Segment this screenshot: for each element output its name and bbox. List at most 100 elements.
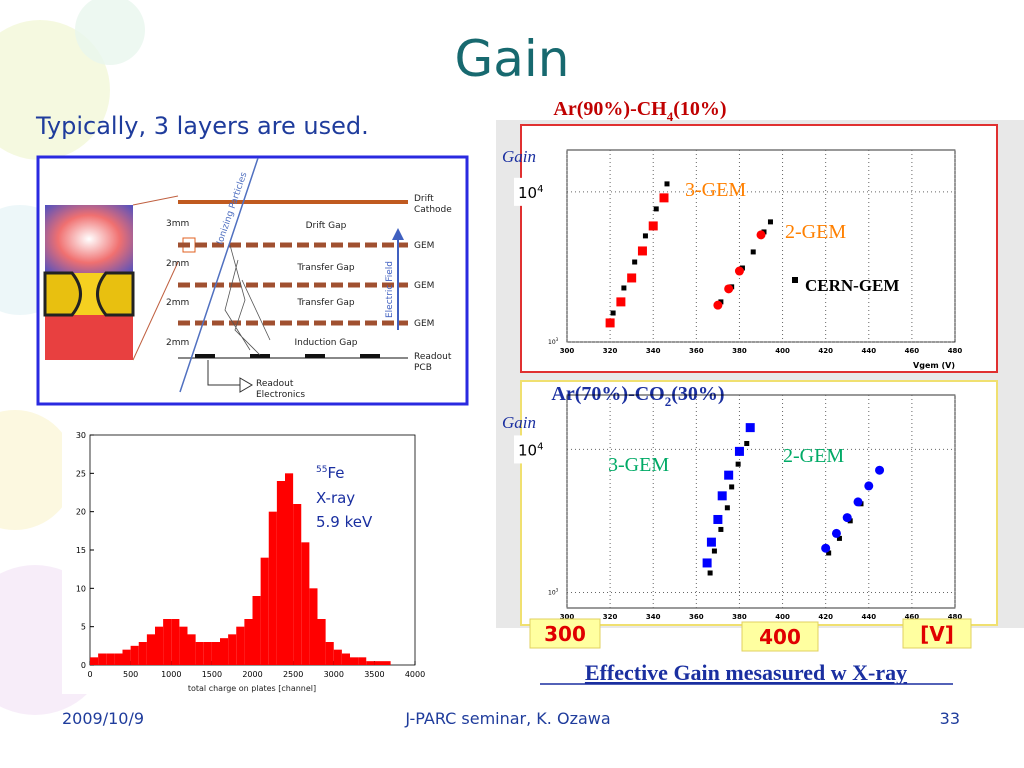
histogram-bar <box>138 642 147 665</box>
callout: 400 <box>759 625 801 649</box>
tick-exp: 4 <box>537 441 543 452</box>
dim-label: 2mm <box>166 298 189 308</box>
x-tick-label: 1000 <box>161 670 181 679</box>
series-label: 2-GEM <box>785 221 846 243</box>
annotation-sup: 55 <box>316 465 327 475</box>
histogram-bar <box>163 619 172 665</box>
data-point <box>706 537 716 547</box>
gap-label: Transfer Gap <box>296 298 355 308</box>
x-tick-label: 320 <box>603 613 618 621</box>
x-tick-label: 500 <box>123 670 138 679</box>
x-tick-label: 3500 <box>364 670 384 679</box>
callouts: 300 400 [V] <box>529 618 972 652</box>
data-point <box>724 505 730 511</box>
histogram-bar <box>366 661 375 665</box>
histogram-bar <box>260 557 269 665</box>
x-tick-label: 300 <box>560 347 575 355</box>
data-point <box>711 548 717 554</box>
histogram-bar <box>211 642 220 665</box>
title-part: (30%) <box>671 383 724 405</box>
footer-page: 33 <box>940 709 960 728</box>
data-point <box>707 570 713 576</box>
annotation-text: Fe <box>327 464 344 482</box>
field-label: Electric Field <box>385 261 395 318</box>
histogram-bar <box>220 638 229 665</box>
data-point <box>826 550 832 556</box>
x-tick-label: 2500 <box>283 670 303 679</box>
histogram-bar <box>301 542 310 665</box>
x-tick-label: 460 <box>905 613 920 621</box>
y-axis-label: Gain <box>502 413 536 432</box>
data-point <box>735 461 741 467</box>
annotation-line: 5.9 keV <box>316 513 373 531</box>
x-tick-label: 480 <box>948 347 963 355</box>
layer-label: Drift <box>414 194 434 204</box>
data-point <box>750 249 756 255</box>
y-tick-label: 103 <box>548 337 559 346</box>
x-tick-label: 380 <box>732 347 747 355</box>
data-point <box>724 284 734 294</box>
histogram-bar <box>187 634 196 665</box>
x-tick-label: 420 <box>818 613 833 621</box>
gap-label: Drift Gap <box>306 221 347 231</box>
annotation-line: X-ray <box>316 489 355 507</box>
callout: [V] <box>920 622 954 646</box>
data-point <box>637 246 647 256</box>
series-label: 2-GEM <box>783 445 844 467</box>
tick-exp: 3 <box>556 337 559 342</box>
data-point <box>744 440 750 446</box>
x-tick-label: 440 <box>861 347 876 355</box>
legend-marker <box>792 277 798 283</box>
histogram-bar <box>155 626 164 665</box>
x-tick-label: 2000 <box>242 670 262 679</box>
tick-base: 10 <box>548 590 556 597</box>
x-tick-label: 400 <box>775 347 790 355</box>
histogram-bar <box>333 649 342 665</box>
histogram-bar <box>358 657 367 665</box>
x-tick-label: 440 <box>861 613 876 621</box>
data-point <box>702 558 712 568</box>
tick-label-box <box>514 435 556 464</box>
y-tick-label: 104 <box>518 184 543 202</box>
data-point <box>659 193 669 203</box>
tick-exp: 4 <box>537 184 543 195</box>
data-point <box>734 446 744 456</box>
data-point <box>605 318 615 328</box>
plot-title: Ar(70%)-CO2(30%) <box>551 383 724 409</box>
x-tick-label: 360 <box>689 347 704 355</box>
title-part: Ar(70%)-CO <box>551 383 664 405</box>
x-tick-label: 480 <box>948 613 963 621</box>
x-tick-label: 300 <box>560 613 575 621</box>
histogram-bar <box>179 626 188 665</box>
title-part: Ar(90%)-CH <box>553 98 667 120</box>
data-point <box>767 219 773 225</box>
data-point <box>664 181 670 187</box>
data-point <box>729 484 735 490</box>
title-part: (10%) <box>673 98 726 120</box>
x-tick-label: 400 <box>775 613 790 621</box>
data-point <box>821 543 831 553</box>
histogram-bar <box>114 653 123 665</box>
data-point <box>621 285 627 291</box>
layer-label: GEM <box>414 241 434 251</box>
gain-panel-1: Ar(90%)-CH4(10%) Gain Vgem (V) <box>496 98 1024 378</box>
histogram-bar <box>293 504 302 665</box>
data-point <box>713 300 723 310</box>
data-point <box>842 513 852 523</box>
histogram-bar <box>285 473 294 665</box>
series-label: 3-GEM <box>608 454 669 476</box>
histogram-bar <box>244 619 253 665</box>
x-tick-label: 320 <box>603 347 618 355</box>
histogram-bar <box>146 634 155 665</box>
data-point <box>713 514 723 524</box>
histogram-bar <box>171 619 180 665</box>
histogram-bar <box>90 657 99 665</box>
tick-base: 10 <box>518 184 537 202</box>
electronics-label: Readout <box>256 379 294 389</box>
annotation: 55Fe <box>316 464 345 482</box>
dim-label: 2mm <box>166 338 189 348</box>
data-point <box>724 470 734 480</box>
data-point <box>875 465 885 475</box>
series-label: 3-GEM <box>685 179 746 201</box>
